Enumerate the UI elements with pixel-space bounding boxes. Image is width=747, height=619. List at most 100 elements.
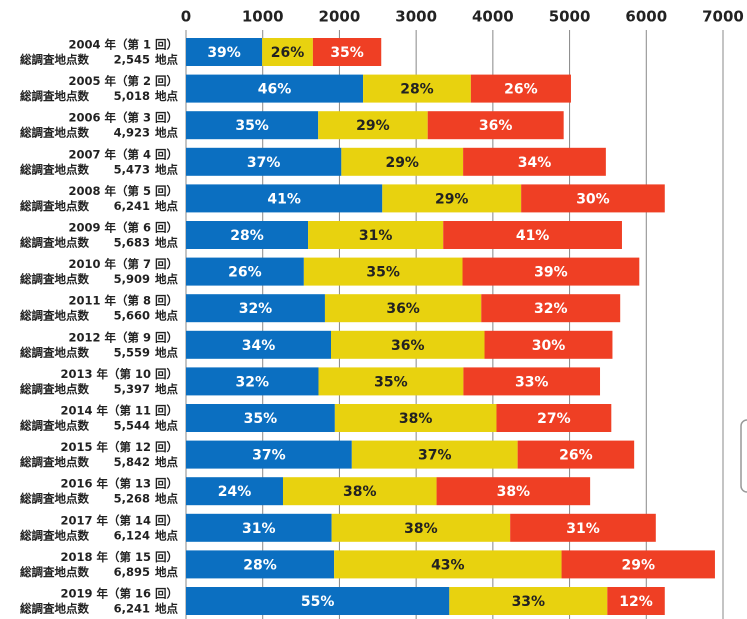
bar-segment <box>443 221 622 249</box>
total-label: 5,683 <box>114 236 150 250</box>
total-label: 5,660 <box>114 309 150 323</box>
category-label: 2006 年（第 3 回） <box>68 111 178 125</box>
category-label: 2008 年（第 5 回） <box>68 184 178 198</box>
segment-label: 24% <box>218 484 252 500</box>
segment-label: 29% <box>621 557 655 573</box>
bar-segment <box>186 184 383 213</box>
category-label: 2016 年（第 13 回） <box>60 477 178 491</box>
bar-segment <box>318 111 428 140</box>
bar-segment <box>186 294 325 323</box>
category-label: 2015 年（第 12 回） <box>60 440 178 454</box>
bar-segment <box>186 550 335 579</box>
total-prefix: 総調査地点数 <box>20 199 89 213</box>
bar-segment <box>318 367 464 396</box>
total-unit: 地点 <box>155 162 178 176</box>
category-label: 2011 年（第 8 回） <box>68 294 178 308</box>
segment-label: 33% <box>515 374 549 390</box>
bar-segment <box>496 404 612 432</box>
segment-label: 26% <box>504 82 538 98</box>
total-label: 5,473 <box>114 162 150 176</box>
total-unit: 地点 <box>155 345 178 359</box>
category-label: 2019 年（第 16 回） <box>60 587 178 601</box>
bar-segment <box>427 111 564 140</box>
segment-label: 41% <box>516 228 550 244</box>
total-unit: 地点 <box>155 309 178 323</box>
segment-label: 36% <box>386 301 420 317</box>
segment-label: 38% <box>497 484 531 500</box>
segment-label: 32% <box>235 374 269 390</box>
segment-label: 36% <box>479 118 513 134</box>
category-label: 2017 年（第 14 回） <box>60 513 178 527</box>
total-prefix: 総調査地点数 <box>20 236 89 250</box>
bar-segment <box>308 221 444 249</box>
total-unit: 地点 <box>155 236 178 250</box>
segment-label: 38% <box>404 521 438 537</box>
total-unit: 地点 <box>155 272 178 286</box>
category-label: 2005 年（第 2 回） <box>68 74 178 88</box>
segment-label: 26% <box>559 448 593 464</box>
total-prefix: 総調査地点数 <box>20 528 89 542</box>
segment-label: 35% <box>366 265 400 281</box>
segment-label: 28% <box>400 82 434 98</box>
total-unit: 地点 <box>155 492 178 506</box>
total-label: 5,544 <box>114 419 150 433</box>
bar-segment <box>186 440 352 469</box>
total-unit: 地点 <box>155 126 178 140</box>
bar-segment <box>382 184 522 213</box>
x-tick-label: 0 <box>181 8 191 26</box>
category-label: 2009 年（第 6 回） <box>68 221 178 235</box>
bar-segment <box>607 587 665 615</box>
segment-label: 37% <box>252 448 286 464</box>
total-prefix: 総調査地点数 <box>20 602 89 616</box>
total-prefix: 総調査地点数 <box>20 492 89 506</box>
total-label: 5,268 <box>114 492 150 506</box>
bar-segment <box>351 440 518 469</box>
total-label: 6,124 <box>114 528 150 542</box>
segment-label: 31% <box>566 521 600 537</box>
bar-segment <box>517 440 635 469</box>
total-prefix: 総調査地点数 <box>20 382 89 396</box>
category-label: 2010 年（第 7 回） <box>68 257 178 271</box>
bar-segment <box>186 367 319 396</box>
category-label: 2007 年（第 4 回） <box>68 147 178 161</box>
bar-segment <box>561 550 715 579</box>
bar-segment <box>334 404 497 432</box>
segment-label: 35% <box>244 411 278 427</box>
bar-segment <box>312 38 382 66</box>
total-label: 5,397 <box>114 382 150 396</box>
category-label: 2004 年（第 1 回） <box>68 38 178 52</box>
segment-label: 37% <box>247 155 281 171</box>
bar-segment <box>521 184 665 213</box>
total-prefix: 総調査地点数 <box>20 419 89 433</box>
category-label: 2018 年（第 15 回） <box>60 550 178 564</box>
segment-label: 28% <box>243 557 277 573</box>
bar-segment <box>262 38 313 66</box>
total-prefix: 総調査地点数 <box>20 53 89 67</box>
bar-segment <box>186 74 364 103</box>
bar-segment <box>303 257 463 286</box>
bar-segment <box>324 294 482 323</box>
total-unit: 地点 <box>155 89 178 103</box>
bar-segment <box>330 330 485 359</box>
total-prefix: 総調査地点数 <box>20 455 89 469</box>
bar-segment <box>282 477 437 506</box>
bar-segment <box>462 257 640 286</box>
total-unit: 地点 <box>155 419 178 433</box>
bar-segment <box>186 147 342 176</box>
segment-label: 35% <box>235 118 269 134</box>
bar-segment <box>334 550 562 579</box>
segment-label: 30% <box>532 338 566 354</box>
total-prefix: 総調査地点数 <box>20 565 89 579</box>
x-tick-label: 3000 <box>395 8 437 26</box>
total-unit: 地点 <box>155 199 178 213</box>
bar-segment <box>186 330 331 359</box>
category-label: 2012 年（第 9 回） <box>68 330 178 344</box>
segment-label: 29% <box>385 155 419 171</box>
bar-segment <box>186 587 450 615</box>
total-unit: 地点 <box>155 528 178 542</box>
bar-segment <box>463 147 606 176</box>
total-label: 4,923 <box>114 126 150 140</box>
x-tick-label: 6000 <box>625 8 667 26</box>
bar-segment <box>363 74 471 103</box>
bar-segment <box>186 111 319 140</box>
